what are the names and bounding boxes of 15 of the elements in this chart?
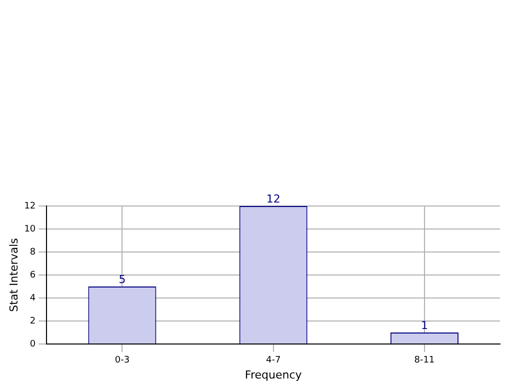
x-tick-label: 4-7 — [266, 356, 281, 366]
data-label: 12 — [266, 192, 280, 206]
y-tick-label: 2 — [30, 316, 36, 326]
x-axis-title: Frequency — [244, 368, 302, 382]
y-tick-label: 4 — [30, 293, 36, 304]
y-tick-label: 12 — [24, 201, 36, 212]
x-tick-label: 8-11 — [414, 356, 435, 366]
y-axis-title: Stat Intervals — [7, 238, 20, 312]
y-tick-label: 0 — [30, 339, 36, 350]
y-tick-label: 10 — [24, 224, 36, 234]
y-tick-label: 8 — [30, 247, 36, 258]
y-tick-label: 6 — [30, 270, 36, 280]
data-label: 1 — [420, 318, 428, 332]
data-label: 5 — [118, 272, 126, 286]
x-tick-label: 0-3 — [114, 356, 130, 366]
